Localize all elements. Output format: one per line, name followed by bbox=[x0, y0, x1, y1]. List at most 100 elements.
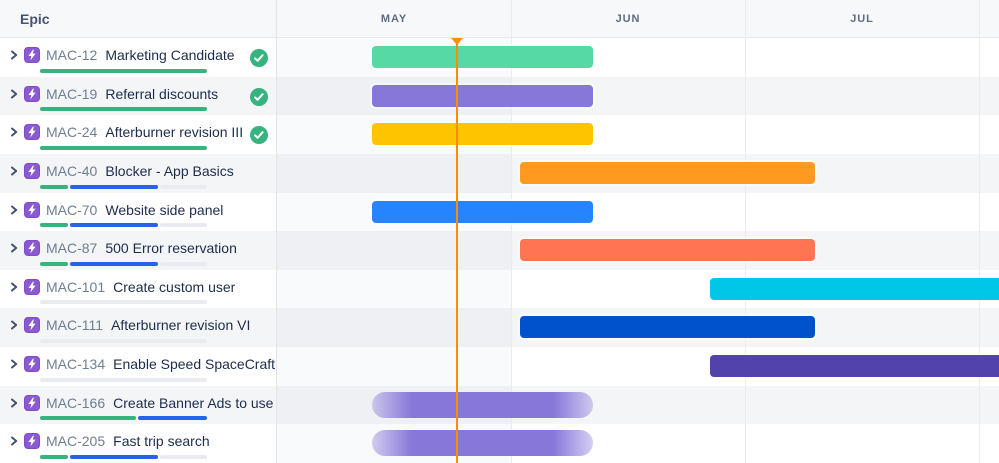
epic-type-icon bbox=[24, 162, 40, 179]
epic-type-icon bbox=[24, 240, 40, 257]
epic-type-icon bbox=[24, 201, 40, 218]
progress-segment-todo bbox=[160, 223, 207, 228]
epic-row[interactable]: MAC-111 Afterburner revision VI bbox=[0, 308, 276, 347]
epic-type-icon bbox=[24, 317, 40, 334]
progress-bar bbox=[40, 223, 207, 228]
progress-segment-done bbox=[40, 184, 69, 189]
timeline-bar[interactable] bbox=[372, 84, 593, 107]
bars-layer bbox=[277, 38, 999, 463]
today-marker-cap-icon bbox=[451, 38, 463, 45]
epic-row[interactable]: MAC-70 Website side panel bbox=[0, 193, 276, 232]
epic-row[interactable]: MAC-166 Create Banner Ads to use bbox=[0, 385, 276, 425]
issue-key: MAC-87 bbox=[46, 240, 98, 257]
month-label-may: MAY bbox=[380, 13, 408, 25]
month-gridline bbox=[511, 0, 512, 463]
epic-row[interactable]: MAC-134 Enable Speed SpaceCraft bbox=[0, 347, 276, 386]
issue-key: MAC-101 bbox=[46, 278, 106, 295]
expand-chevron-icon[interactable] bbox=[8, 281, 20, 293]
progress-segment-inprogress bbox=[70, 184, 159, 189]
progress-bar bbox=[40, 416, 207, 421]
progress-segment-done bbox=[40, 145, 207, 150]
epic-column-label: Epic bbox=[20, 10, 50, 27]
expand-chevron-icon[interactable] bbox=[8, 319, 20, 331]
expand-chevron-icon[interactable] bbox=[8, 435, 20, 447]
expand-chevron-icon[interactable] bbox=[8, 126, 20, 138]
epic-row[interactable]: MAC-24 Afterburner revision III bbox=[0, 115, 276, 154]
issue-title: Website side panel bbox=[105, 201, 224, 218]
epic-row-main: MAC-205 Fast trip search bbox=[0, 424, 276, 450]
timeline-bar[interactable] bbox=[372, 123, 593, 146]
expand-chevron-icon[interactable] bbox=[8, 204, 20, 216]
progress-segment-todo bbox=[160, 454, 207, 459]
month-gridline bbox=[979, 0, 980, 463]
timeline-bar[interactable] bbox=[372, 391, 593, 418]
timeline-bar[interactable] bbox=[520, 239, 815, 262]
expand-chevron-icon[interactable] bbox=[8, 358, 20, 370]
epic-column-header: Epic bbox=[0, 0, 276, 38]
month-label-jul: JUL bbox=[850, 13, 874, 25]
done-check-icon bbox=[250, 49, 268, 67]
progress-segment-todo bbox=[40, 339, 207, 343]
issue-title: Marketing Candidate bbox=[105, 47, 235, 63]
progress-bar bbox=[40, 300, 207, 305]
epic-row-main: MAC-166 Create Banner Ads to use bbox=[0, 386, 276, 411]
epic-list: MAC-12 Marketing Candidate MAC-19 Referr… bbox=[0, 38, 276, 463]
timeline-bar[interactable] bbox=[710, 277, 999, 300]
progress-segment-done bbox=[40, 261, 69, 266]
progress-segment-todo bbox=[160, 261, 207, 266]
epic-row-main: MAC-24 Afterburner revision III bbox=[0, 115, 276, 141]
progress-bar bbox=[40, 339, 207, 343]
epic-row[interactable]: MAC-19 Referral discounts bbox=[0, 76, 276, 116]
expand-chevron-icon[interactable] bbox=[8, 165, 20, 177]
expand-chevron-icon[interactable] bbox=[8, 242, 20, 254]
issue-key: MAC-134 bbox=[46, 356, 106, 372]
progress-bar bbox=[40, 145, 207, 150]
progress-bar bbox=[40, 107, 207, 112]
progress-segment-done bbox=[40, 416, 136, 421]
issue-title: Fast trip search bbox=[113, 433, 210, 450]
progress-bar bbox=[40, 261, 207, 266]
month-gridline bbox=[745, 0, 746, 463]
expand-chevron-icon[interactable] bbox=[8, 88, 20, 100]
issue-key: MAC-111 bbox=[46, 317, 104, 334]
epic-row-main: MAC-19 Referral discounts bbox=[0, 77, 276, 102]
issue-key: MAC-24 bbox=[46, 124, 98, 141]
progress-segment-inprogress bbox=[70, 454, 159, 459]
month-label-jun: JUN bbox=[615, 13, 641, 25]
progress-segment-done bbox=[40, 107, 207, 112]
epic-row[interactable]: MAC-87 500 Error reservation bbox=[0, 231, 276, 270]
timeline-bar[interactable] bbox=[520, 316, 815, 339]
progress-segment-inprogress bbox=[70, 261, 159, 266]
issue-title: Enable Speed SpaceCraft bbox=[113, 356, 276, 372]
expand-chevron-icon[interactable] bbox=[8, 397, 20, 409]
epic-type-icon bbox=[24, 47, 40, 63]
epic-row-main: MAC-12 Marketing Candidate bbox=[0, 38, 276, 63]
timeline-bar[interactable] bbox=[372, 46, 593, 68]
epic-row-main: MAC-70 Website side panel bbox=[0, 193, 276, 218]
epic-row-main: MAC-87 500 Error reservation bbox=[0, 231, 276, 257]
epic-row[interactable]: MAC-101 Create custom user bbox=[0, 270, 276, 309]
progress-segment-done bbox=[40, 223, 69, 228]
issue-title: Create custom user bbox=[113, 278, 236, 295]
epic-row[interactable]: MAC-40 Blocker - App Basics bbox=[0, 153, 276, 193]
timeline-bar[interactable] bbox=[372, 200, 593, 223]
timeline-bar[interactable] bbox=[372, 430, 593, 457]
progress-segment-done bbox=[40, 68, 207, 73]
expand-chevron-icon[interactable] bbox=[8, 49, 20, 61]
epic-row[interactable]: MAC-12 Marketing Candidate bbox=[0, 38, 276, 77]
epic-type-icon bbox=[24, 278, 40, 295]
epic-type-icon bbox=[24, 356, 40, 372]
today-marker-line bbox=[456, 38, 458, 463]
epic-row-main: MAC-101 Create custom user bbox=[0, 270, 276, 295]
timeline-bar[interactable] bbox=[520, 161, 815, 184]
timeline-panel: MAY JUN JUL bbox=[277, 0, 999, 463]
timeline-bar[interactable] bbox=[710, 355, 999, 378]
progress-segment-inprogress bbox=[70, 223, 159, 228]
issue-key: MAC-19 bbox=[46, 85, 98, 102]
epic-row[interactable]: MAC-205 Fast trip search bbox=[0, 424, 276, 463]
progress-bar bbox=[40, 454, 207, 459]
epic-row-main: MAC-111 Afterburner revision VI bbox=[0, 308, 276, 334]
epic-type-icon bbox=[24, 394, 40, 411]
progress-segment-todo bbox=[160, 184, 207, 189]
